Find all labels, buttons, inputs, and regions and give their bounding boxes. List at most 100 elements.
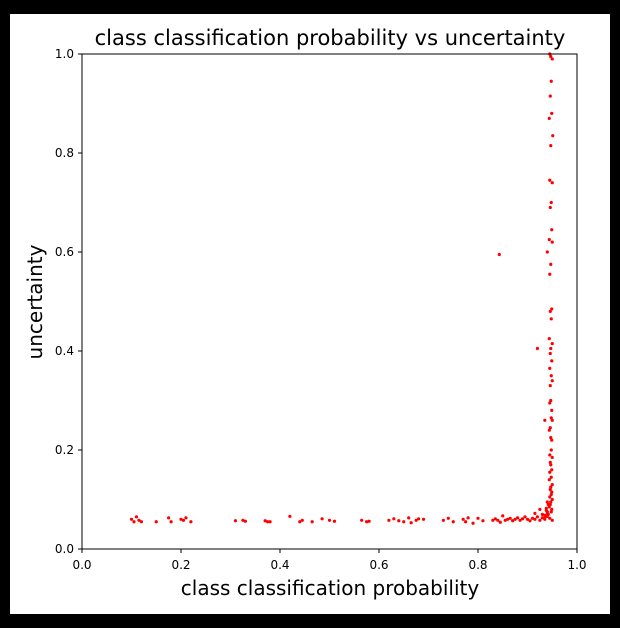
data-point bbox=[550, 341, 554, 346]
data-point bbox=[497, 252, 501, 257]
data-point bbox=[548, 384, 552, 388]
data-point bbox=[414, 518, 418, 522]
data-point bbox=[496, 518, 500, 522]
y-tick-label: 0.0 bbox=[55, 542, 74, 556]
data-point bbox=[549, 510, 553, 514]
data-point bbox=[549, 500, 553, 504]
data-point bbox=[549, 79, 553, 83]
data-point bbox=[545, 250, 549, 254]
data-point bbox=[243, 519, 247, 523]
data-point bbox=[538, 518, 542, 522]
data-point bbox=[550, 455, 554, 460]
y-tick-label: 1.0 bbox=[55, 47, 74, 61]
data-point bbox=[528, 519, 532, 523]
data-point bbox=[549, 416, 553, 420]
data-point bbox=[548, 205, 552, 210]
data-point bbox=[540, 516, 544, 520]
data-point bbox=[181, 518, 186, 522]
data-point bbox=[446, 516, 450, 520]
data-point bbox=[268, 520, 272, 524]
data-point bbox=[548, 426, 552, 430]
y-axis-ticks: 0.0 0.2 0.4 0.6 0.8 1.0 bbox=[55, 47, 82, 556]
data-point bbox=[417, 517, 421, 521]
scatter-chart: class classification probability vs unce… bbox=[23, 26, 587, 600]
data-point bbox=[332, 519, 337, 523]
data-point bbox=[547, 238, 551, 242]
data-point bbox=[548, 453, 552, 457]
data-point bbox=[550, 379, 554, 383]
data-point bbox=[548, 309, 552, 313]
data-point bbox=[508, 516, 512, 520]
data-point bbox=[545, 500, 549, 504]
data-point bbox=[550, 359, 554, 363]
x-tick-label: 0.4 bbox=[270, 558, 289, 572]
data-point bbox=[189, 520, 193, 524]
data-point bbox=[550, 228, 554, 232]
data-point bbox=[548, 366, 552, 370]
data-points bbox=[129, 52, 555, 525]
data-point bbox=[550, 408, 554, 412]
data-point bbox=[481, 519, 485, 523]
data-point bbox=[320, 517, 324, 521]
data-point bbox=[461, 517, 465, 521]
y-tick-label: 0.2 bbox=[55, 443, 74, 457]
x-tick-label: 1.0 bbox=[567, 558, 586, 572]
data-point bbox=[139, 520, 143, 524]
data-point bbox=[513, 517, 517, 521]
data-point bbox=[300, 518, 304, 522]
data-point bbox=[392, 517, 396, 521]
data-point bbox=[167, 516, 171, 520]
x-tick-label: 0.6 bbox=[369, 558, 388, 572]
data-point bbox=[387, 518, 391, 522]
data-point bbox=[402, 520, 406, 524]
data-point bbox=[365, 520, 369, 524]
data-point bbox=[547, 428, 551, 432]
data-point bbox=[548, 351, 552, 356]
data-point bbox=[550, 181, 554, 185]
data-point bbox=[493, 517, 497, 521]
data-point bbox=[550, 240, 554, 244]
data-point bbox=[523, 515, 527, 519]
data-point bbox=[407, 516, 411, 520]
y-tick-label: 0.6 bbox=[55, 245, 74, 259]
data-point bbox=[547, 116, 551, 120]
data-point bbox=[501, 514, 505, 518]
data-point bbox=[543, 418, 547, 422]
data-point bbox=[134, 515, 139, 519]
data-point bbox=[549, 485, 553, 489]
data-point bbox=[549, 200, 553, 205]
data-point bbox=[169, 520, 173, 524]
data-point bbox=[548, 178, 552, 182]
data-point bbox=[545, 510, 549, 514]
data-point bbox=[549, 475, 553, 479]
data-point bbox=[503, 518, 507, 522]
y-tick-label: 0.8 bbox=[55, 146, 74, 160]
data-point bbox=[241, 518, 245, 522]
data-point bbox=[549, 317, 553, 321]
data-point bbox=[266, 520, 270, 524]
data-point bbox=[525, 517, 530, 521]
data-point bbox=[550, 438, 554, 442]
data-point bbox=[548, 94, 552, 98]
data-point bbox=[549, 374, 553, 378]
data-point bbox=[533, 517, 537, 521]
data-point bbox=[538, 507, 542, 511]
data-point bbox=[550, 111, 554, 115]
data-point bbox=[491, 518, 495, 522]
data-point bbox=[360, 518, 364, 522]
data-point bbox=[550, 518, 554, 522]
data-point bbox=[547, 478, 551, 482]
data-point bbox=[530, 516, 535, 520]
data-point bbox=[550, 507, 554, 511]
data-point bbox=[367, 519, 371, 523]
chart-figure: class classification probability vs unce… bbox=[10, 14, 610, 614]
data-point bbox=[549, 398, 553, 403]
data-point bbox=[549, 54, 553, 59]
data-point bbox=[520, 517, 525, 521]
data-point bbox=[548, 470, 552, 474]
data-point bbox=[548, 488, 552, 492]
data-point bbox=[548, 401, 552, 405]
data-point bbox=[451, 520, 455, 524]
data-point bbox=[546, 502, 550, 507]
data-point bbox=[546, 512, 550, 516]
